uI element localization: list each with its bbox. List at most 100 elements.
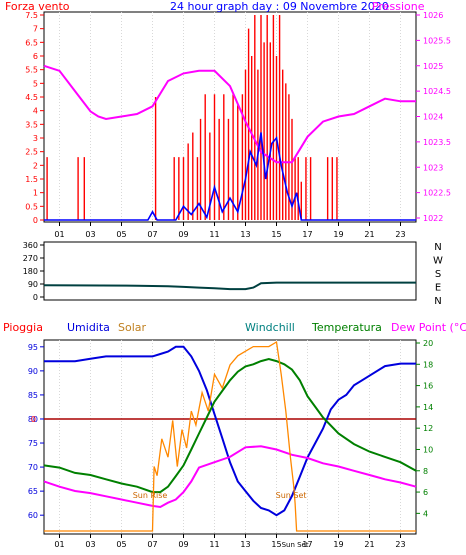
chart3-x-tick-label: 17: [302, 540, 312, 549]
chart2-frame: [43, 241, 417, 301]
chart3-x-tick-label: 01: [54, 540, 64, 549]
chart1-right-tick-label: 1023: [423, 163, 443, 172]
legend-dew-point: Dew Point (°C): [391, 321, 466, 334]
chart1-x-tick-label: 11: [209, 230, 219, 239]
compass-label-e: E: [435, 283, 441, 294]
sunset-label: Sun Set: [276, 491, 307, 500]
chart2-tick-label: 180: [23, 267, 38, 276]
chart2-tick-label: 360: [23, 241, 38, 250]
chart1-left-tick-label: 4.5: [25, 93, 38, 102]
chart3-x-tick-label: 05: [116, 540, 126, 549]
chart1-title: 24 hour graph day : 09 Novembre 2020: [170, 0, 389, 13]
chart1-left-tick-label: 4: [33, 107, 38, 116]
chart1-left-tick-label: 0.5: [25, 202, 38, 211]
chart1-left-tick-label: 3.5: [25, 120, 38, 129]
compass-label-n: N: [434, 296, 441, 307]
chart3-right-tick-label: 8: [423, 467, 428, 476]
chart1-left-tick-label: 6.5: [25, 38, 38, 47]
series-vento-medio: [44, 132, 416, 221]
chart1-x-tick-label: 09: [178, 230, 188, 239]
series-dew-point-c: [43, 445, 417, 509]
chart3-x-tick-label: 15: [271, 540, 281, 549]
chart1-right-tick-label: 1026: [423, 11, 443, 20]
chart1-x-tick-label: 17: [302, 230, 312, 239]
legend-solar: Solar: [118, 321, 147, 334]
chart3-x-tick-label: 03: [85, 540, 95, 549]
chart1-right-tick-label: 1024.5: [423, 87, 451, 96]
chart3-left-tick-label: 85: [28, 391, 38, 400]
chart3-left-tick-label: 95: [28, 343, 38, 352]
series-umidita: [44, 345, 416, 517]
compass-label-s: S: [435, 269, 441, 280]
chart1-x-tick-label: 15: [271, 230, 281, 239]
chart3-x-tick-label: 23: [395, 540, 405, 549]
chart1-x-tick-label: 13: [240, 230, 250, 239]
chart3-right-tick-label: 4: [423, 509, 428, 518]
chart3-x-tick-label: 19: [333, 540, 343, 549]
chart1-left-label: Forza vento: [5, 0, 70, 13]
legend-umidita: Umidita: [67, 321, 110, 334]
chart1-x-tick-label: 23: [395, 230, 405, 239]
chart1-x-tick-label: 21: [364, 230, 374, 239]
chart1-x-tick-label: 19: [333, 230, 343, 239]
rain-zero-label: 0: [31, 415, 36, 424]
chart1-right-tick-label: 1024: [423, 113, 443, 122]
chart1-left-tick-label: 2: [33, 161, 38, 170]
chart3-right-tick-label: 14: [423, 403, 433, 412]
chart3-x-tick-label: 21: [364, 540, 374, 549]
chart1-left-tick-label: 7.5: [25, 11, 38, 20]
sunrise-label: Sun Rise: [133, 491, 168, 500]
chart1-left-tick-label: 6: [33, 52, 38, 61]
chart3-right-tick-label: 10: [423, 445, 433, 454]
chart1-right-label: Pressione: [372, 0, 425, 13]
chart3-frame: [43, 339, 417, 535]
chart1-left-tick-label: 3: [33, 134, 38, 143]
series-pressione: [43, 64, 416, 164]
chart3-left-tick-label: 80: [28, 415, 38, 424]
legend-windchill: Windchill: [245, 321, 295, 334]
chart1-x-tick-label: 01: [54, 230, 64, 239]
chart3-sunset-axis-label: Sun Set: [282, 541, 309, 549]
chart1-right-tick-label: 1022.5: [423, 189, 451, 198]
chart3-right-tick-label: 18: [423, 360, 433, 369]
chart1-right-tick-label: 1023.5: [423, 138, 451, 147]
chart2-tick-label: 90: [28, 280, 38, 289]
chart3-x-tick-label: 11: [209, 540, 219, 549]
chart3-right-tick-label: 16: [423, 382, 433, 391]
chart1-left-tick-label: 1: [33, 189, 38, 198]
chart1-right-tick-label: 1025.5: [423, 36, 451, 45]
chart1-frame: [43, 11, 417, 223]
compass-label-w: W: [433, 256, 443, 267]
chart3-left-tick-label: 60: [28, 511, 38, 520]
chart3-left-tick-label: 75: [28, 439, 38, 448]
chart3-right-tick-label: 6: [423, 488, 428, 497]
chart1-left-tick-label: 1.5: [25, 175, 38, 184]
chart1-left-tick-label: 2.5: [25, 148, 38, 157]
chart3-right-tick-label: 20: [423, 339, 433, 348]
chart3-left-tick-label: 70: [28, 463, 38, 472]
chart3-left-tick-label: 65: [28, 487, 38, 496]
chart1-x-tick-label: 07: [147, 230, 157, 239]
chart2-tick-label: 270: [23, 254, 38, 263]
series-temperatura: [43, 357, 417, 494]
chart3-x-tick-label: 09: [178, 540, 188, 549]
chart3-x-tick-label: 13: [240, 540, 250, 549]
chart1-x-tick-label: 03: [85, 230, 95, 239]
temperature-chart: Pioggia Umidita Solar Windchill Temperat…: [3, 321, 466, 549]
series-solar: [44, 340, 416, 532]
chart1-right-tick-label: 1025: [423, 62, 443, 71]
series-wind-direction: [43, 281, 416, 291]
chart1-left-tick-label: 5.5: [25, 66, 38, 75]
chart1-right-tick-label: 1022: [423, 214, 443, 223]
wind-pressure-chart: Forza vento 24 hour graph day : 09 Novem…: [5, 0, 451, 239]
chart3-left-tick-label: 90: [28, 367, 38, 376]
chart1-x-tick-label: 05: [116, 230, 126, 239]
compass-label-n: N: [434, 242, 441, 253]
legend-temperatura: Temperatura: [311, 321, 382, 334]
legend-pioggia: Pioggia: [3, 321, 43, 334]
chart1-left-tick-label: 0: [33, 216, 38, 225]
chart3-right-tick-label: 12: [423, 424, 433, 433]
chart1-left-tick-label: 7: [33, 25, 38, 34]
